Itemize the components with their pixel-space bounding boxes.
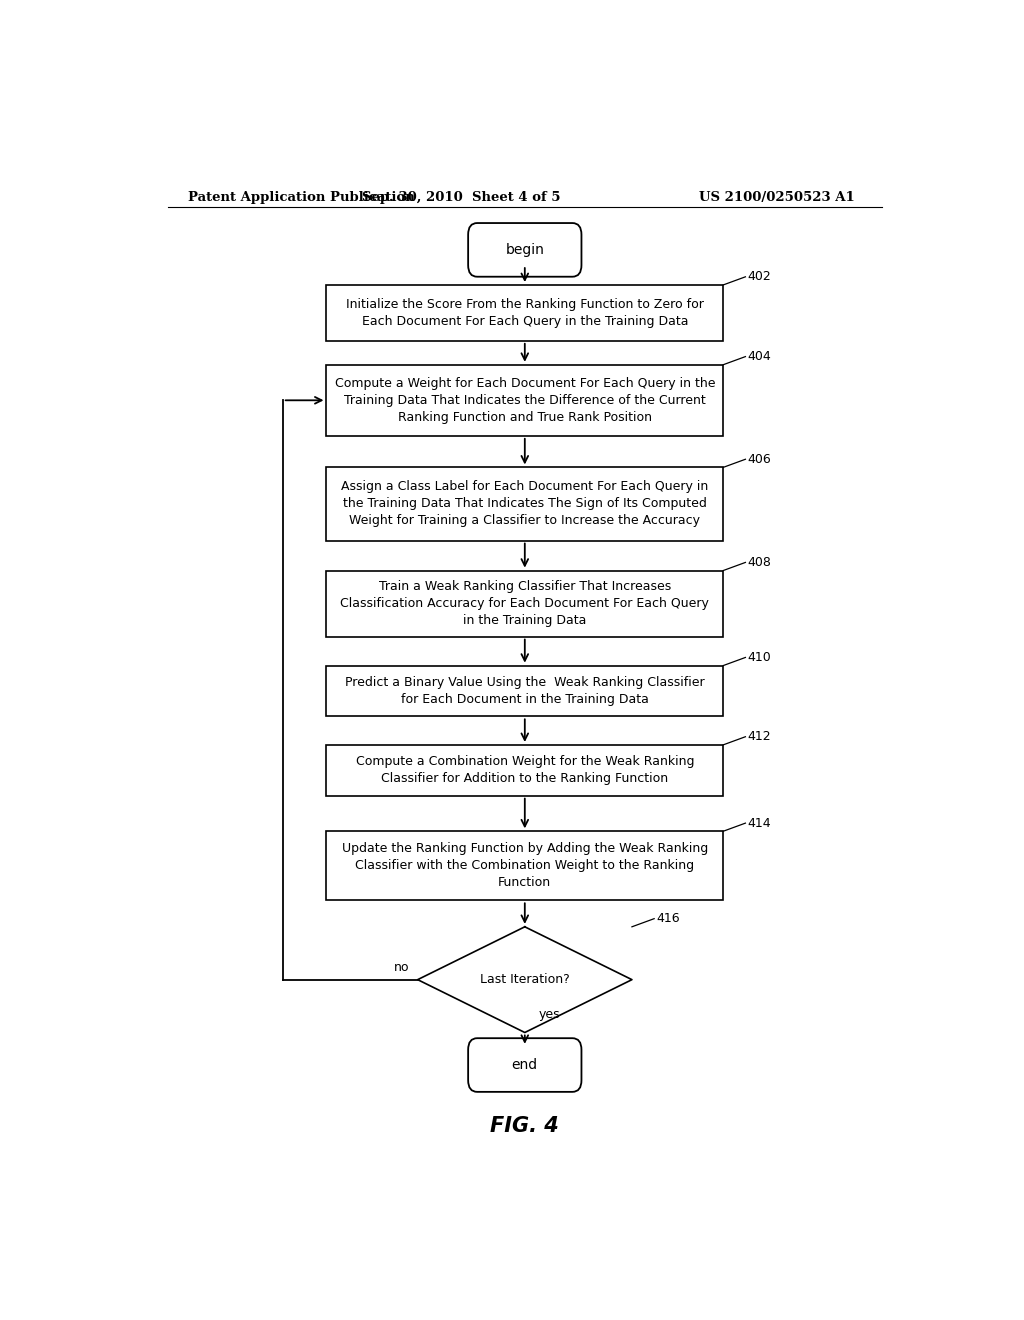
Text: 406: 406 (748, 453, 771, 466)
Bar (327, 832, 723, 900)
Text: Compute a Weight for Each Document For Each Query in the
Training Data That Indi: Compute a Weight for Each Document For E… (335, 376, 715, 424)
Bar (327, 744, 723, 796)
Text: FIG. 4: FIG. 4 (490, 1115, 559, 1137)
FancyBboxPatch shape (468, 223, 582, 277)
Bar (327, 467, 723, 541)
Bar (327, 570, 723, 636)
Text: Patent Application Publication: Patent Application Publication (187, 190, 415, 203)
Text: 414: 414 (748, 817, 771, 830)
Text: yes: yes (539, 1007, 561, 1020)
Text: Update the Ranking Function by Adding the Weak Ranking
Classifier with the Combi: Update the Ranking Function by Adding th… (342, 842, 708, 890)
Text: Sep. 30, 2010  Sheet 4 of 5: Sep. 30, 2010 Sheet 4 of 5 (362, 190, 560, 203)
Text: no: no (394, 961, 410, 974)
FancyBboxPatch shape (468, 1039, 582, 1092)
Text: Assign a Class Label for Each Document For Each Query in
the Training Data That : Assign a Class Label for Each Document F… (341, 480, 709, 528)
Text: 412: 412 (748, 730, 771, 743)
Text: Initialize the Score From the Ranking Function to Zero for
Each Document For Eac: Initialize the Score From the Ranking Fu… (346, 298, 703, 327)
Polygon shape (418, 927, 632, 1032)
Text: 416: 416 (656, 912, 680, 925)
Text: Train a Weak Ranking Classifier That Increases
Classification Accuracy for Each : Train a Weak Ranking Classifier That Inc… (340, 579, 710, 627)
Bar (327, 285, 723, 341)
Text: end: end (512, 1059, 538, 1072)
Text: 404: 404 (748, 350, 771, 363)
Bar (327, 364, 723, 436)
Text: Compute a Combination Weight for the Weak Ranking
Classifier for Addition to the: Compute a Combination Weight for the Wea… (355, 755, 694, 785)
Text: Last Iteration?: Last Iteration? (480, 973, 569, 986)
Text: US 2100/0250523 A1: US 2100/0250523 A1 (699, 190, 855, 203)
Text: Predict a Binary Value Using the  Weak Ranking Classifier
for Each Document in t: Predict a Binary Value Using the Weak Ra… (345, 676, 705, 706)
Text: begin: begin (506, 243, 544, 257)
Text: 402: 402 (748, 271, 771, 284)
Text: 408: 408 (748, 556, 772, 569)
Bar (327, 665, 723, 717)
Text: 410: 410 (748, 651, 771, 664)
